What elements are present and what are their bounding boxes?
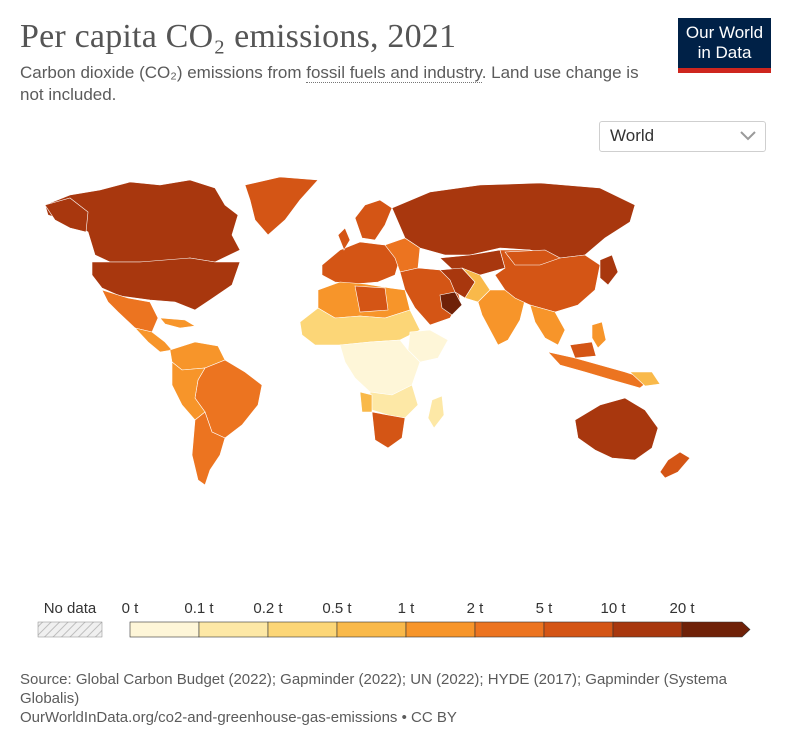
region-mongolia[interactable] <box>504 249 561 266</box>
fossil-fuels-link[interactable]: fossil fuels and industry <box>306 63 482 83</box>
region-new-zealand[interactable] <box>659 451 691 479</box>
chart-footer: Source: Global Carbon Budget (2022); Gap… <box>20 670 780 727</box>
region-uk[interactable] <box>337 227 351 251</box>
region-angola-zambia[interactable] <box>359 391 373 413</box>
region-south-africa[interactable] <box>371 411 406 449</box>
legend-no-data-swatch <box>37 621 103 638</box>
chevron-down-icon <box>740 131 756 141</box>
region-china[interactable] <box>494 249 601 313</box>
region-gulf-states[interactable] <box>439 291 463 316</box>
legend-bin-5[interactable] <box>474 621 545 638</box>
legend-tick-label-8: 20 t <box>669 600 695 617</box>
chart-subtitle: Carbon dioxide (CO₂) emissions from foss… <box>20 62 660 106</box>
logo-line-1: Our World <box>685 23 764 42</box>
legend-bin-0[interactable] <box>129 621 200 638</box>
legend-tick-label-1: 0.1 t <box>184 600 214 617</box>
region-greenland[interactable] <box>244 176 319 236</box>
world-map <box>44 176 691 486</box>
region-usa[interactable] <box>91 257 241 311</box>
logo-line-2: in Data <box>697 43 752 62</box>
subtitle-text-end: . Land use change is not included. <box>20 63 639 104</box>
region-sahel[interactable] <box>299 307 421 346</box>
region-western-europe[interactable] <box>321 241 401 285</box>
region-southeast-asia[interactable] <box>529 304 566 346</box>
legend-bins: 0 t 0.1 t 0.2 t 0.5 t 1 t 2 t 5 t 10 t 20 t <box>122 600 751 638</box>
region-india[interactable] <box>477 289 526 346</box>
region-scandinavia[interactable] <box>354 199 393 241</box>
legend-bin-arrow[interactable] <box>681 621 751 638</box>
region-libya[interactable] <box>354 285 389 313</box>
region-malaysia[interactable] <box>569 341 597 359</box>
owid-logo[interactable]: Our World in Data <box>678 18 771 73</box>
region-select[interactable]: World <box>599 121 766 152</box>
region-southern-africa-mid[interactable] <box>369 384 419 419</box>
chart-title: Per capita CO₂ emissions, 2021 <box>20 18 457 55</box>
source-note: Source: Global Carbon Budget (2022); Gap… <box>20 671 727 707</box>
region-caribbean[interactable] <box>159 317 196 329</box>
region-canada[interactable] <box>44 179 241 263</box>
region-central-america[interactable] <box>134 327 173 353</box>
legend-tick-label-0: 0 t <box>122 600 140 617</box>
region-australia[interactable] <box>574 397 659 461</box>
source-url[interactable]: OurWorldInData.org/co2-and-greenhouse-ga… <box>20 709 457 726</box>
legend-tick-label-7: 10 t <box>600 600 626 617</box>
legend-no-data-label: No data <box>44 600 97 617</box>
region-papua-new-guinea[interactable] <box>629 371 661 387</box>
legend-bin-4[interactable] <box>405 621 476 638</box>
region-select-value: World <box>610 126 655 145</box>
legend-tick-label-4: 1 t <box>398 600 416 617</box>
region-argentina-chile[interactable] <box>191 411 226 486</box>
legend-bin-7[interactable] <box>612 621 683 638</box>
legend-tick-label-6: 5 t <box>536 600 554 617</box>
logo-red-bar <box>678 68 771 73</box>
region-alaska[interactable] <box>44 197 89 233</box>
region-philippines[interactable] <box>591 321 607 349</box>
color-legend: No data 0 t 0.1 t 0.2 t 0.5 t 1 t 2 t 5 t 10 t 2… <box>37 600 751 638</box>
legend-bin-2[interactable] <box>267 621 338 638</box>
region-madagascar[interactable] <box>427 395 445 429</box>
region-peru-bolivia[interactable] <box>171 361 206 421</box>
region-indonesia[interactable] <box>547 351 651 389</box>
legend-tick-label-2: 0.2 t <box>253 600 283 617</box>
subtitle-text-start: Carbon dioxide (CO₂) emissions from <box>20 63 307 82</box>
legend-bin-6[interactable] <box>543 621 614 638</box>
legend-bin-3[interactable] <box>336 621 407 638</box>
region-japan-korea[interactable] <box>599 254 619 286</box>
region-russia[interactable] <box>391 182 636 259</box>
legend-bin-1[interactable] <box>198 621 269 638</box>
legend-tick-label-5: 2 t <box>467 600 485 617</box>
legend-tick-label-3: 0.5 t <box>322 600 352 617</box>
